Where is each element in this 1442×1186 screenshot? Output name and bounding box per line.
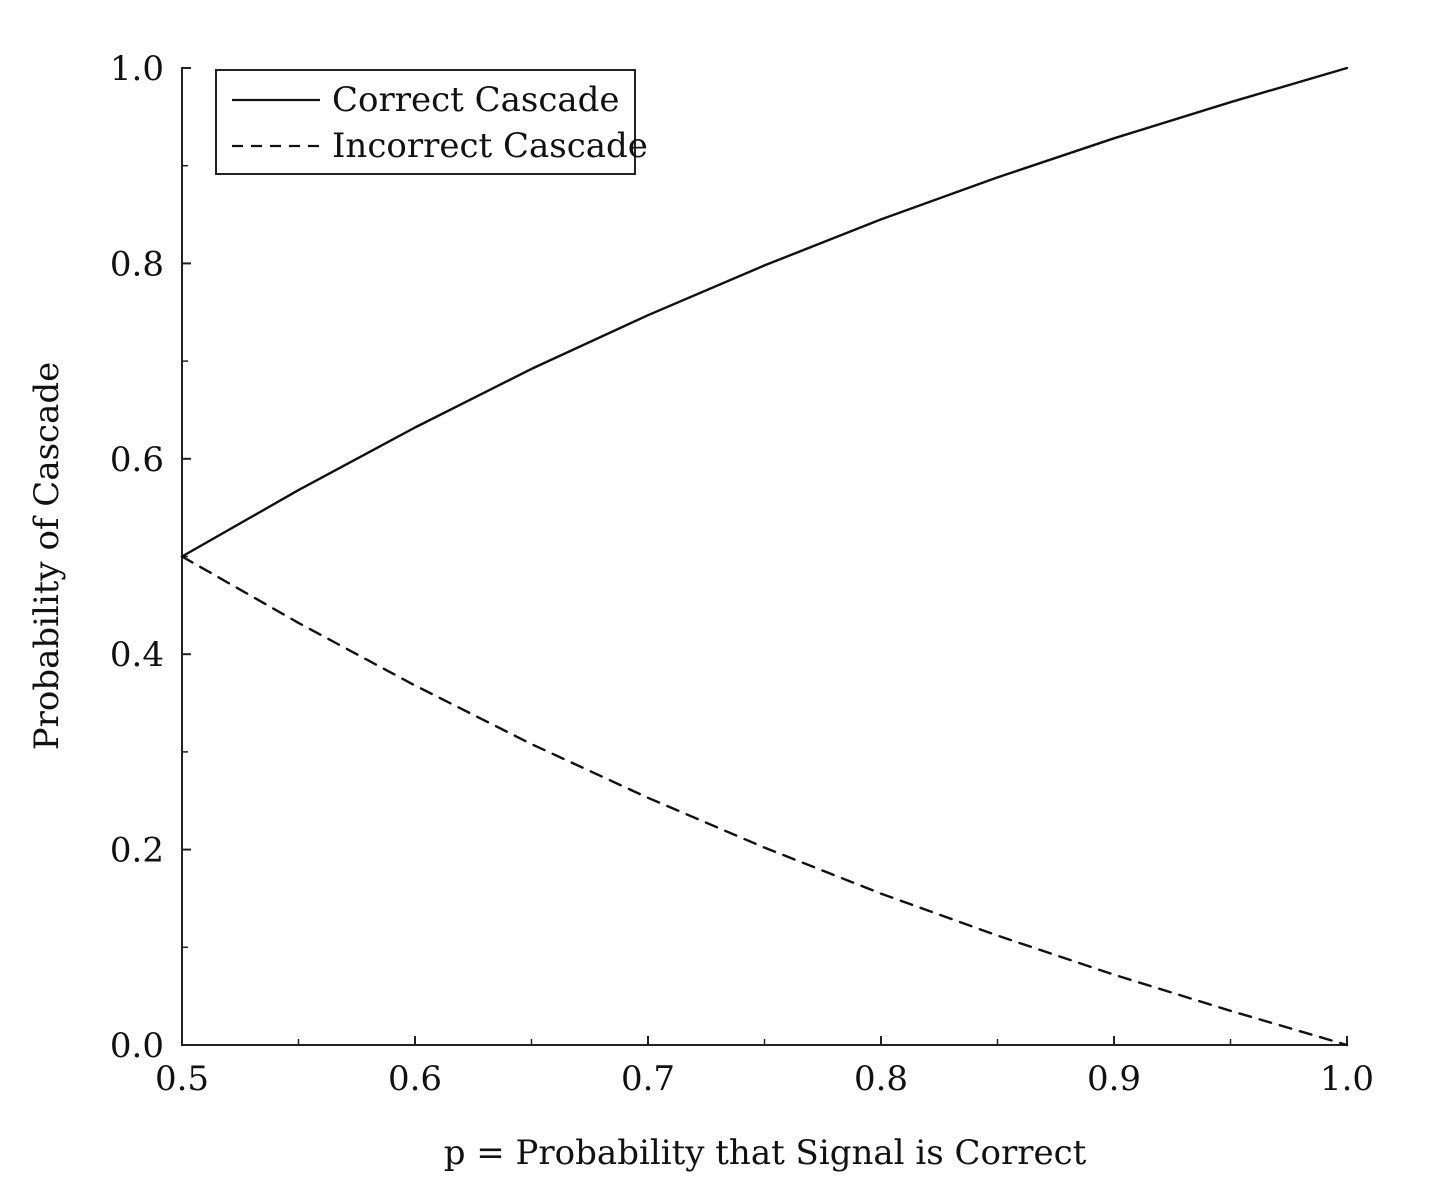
x-tick-label: 0.8 [854,1059,908,1099]
legend: Correct Cascade Incorrect Cascade [215,69,648,175]
x-tick-label: 1.0 [1320,1059,1374,1099]
y-tick-label: 0.4 [110,635,164,675]
series [180,66,1349,1047]
axes [181,68,1347,1046]
x-tick-label: 0.6 [388,1059,442,1099]
series-line-incorrect-cascade [180,555,1349,1047]
legend-label-correct: Correct Cascade [332,80,620,120]
y-tick-label: 0.8 [110,244,164,284]
y-tick-label: 1.0 [110,49,164,89]
x-tick-label: 0.7 [621,1059,675,1099]
legend-box [215,69,636,175]
x-axis-title: p = Probability that Signal is Correct [444,1133,1087,1173]
legend-label-incorrect: Incorrect Cascade [332,126,648,166]
ticks: 0.0 0.2 0.4 0.6 0.8 1.0 0.5 0.6 0.7 0.8 0.9 1.0 [110,49,1374,1099]
y-tick-label: 0.6 [110,440,164,480]
x-tick-label: 0.5 [155,1059,209,1099]
y-tick-label: 0.0 [110,1026,164,1066]
y-axis-title: Probability of Cascade [27,362,67,751]
x-tick-label: 0.9 [1087,1059,1141,1099]
y-tick-label: 0.2 [110,831,164,871]
series-line-correct-cascade [180,66,1349,558]
